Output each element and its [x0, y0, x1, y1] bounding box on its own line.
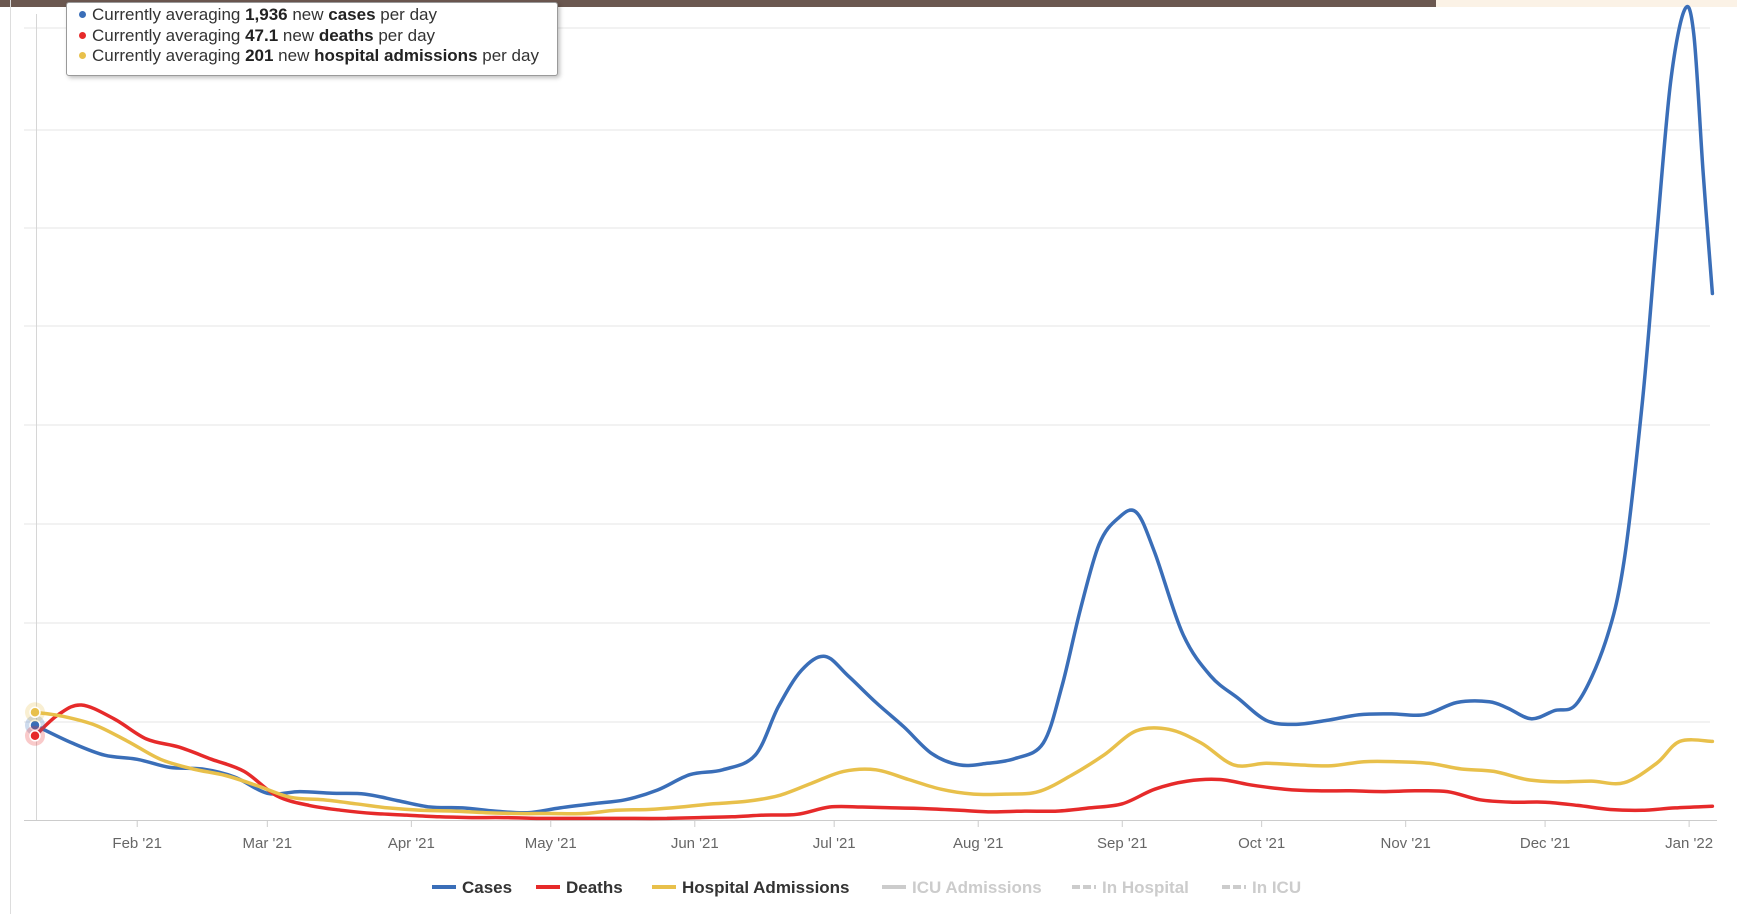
legend-label: Deaths — [566, 878, 623, 897]
legend-item-in-hospital[interactable]: In Hospital — [1072, 878, 1189, 897]
series-line-cases[interactable] — [33, 4, 1715, 815]
tooltip-deaths-line: Currently averaging 47.1 new deaths per … — [77, 26, 547, 47]
legend-item-deaths[interactable]: Deaths — [536, 878, 623, 897]
x-tick-label: Sep '21 — [1097, 835, 1147, 852]
header-bar — [0, 0, 1436, 7]
series-line-hospital[interactable] — [33, 710, 1715, 816]
legend-label: Hospital Admissions — [682, 878, 850, 897]
x-tick-label: Jan '22 — [1665, 835, 1713, 852]
legend-item-icu-admissions[interactable]: ICU Admissions — [882, 878, 1042, 897]
x-tick-label: Apr '21 — [388, 835, 435, 852]
legend-item-in-icu[interactable]: In ICU — [1222, 878, 1301, 897]
hover-markers — [25, 702, 45, 746]
cases-dot-icon — [79, 11, 86, 19]
x-tick-label: Oct '21 — [1238, 835, 1285, 852]
x-tick-label: Feb '21 — [112, 835, 162, 852]
legend-item-cases[interactable]: Cases — [432, 878, 512, 897]
legend-label: ICU Admissions — [912, 878, 1042, 897]
hover-point-hospital — [29, 706, 41, 719]
x-tick-label: Mar '21 — [243, 835, 293, 852]
hover-point-deaths — [29, 730, 41, 742]
legend-item-hospital-admissions[interactable]: Hospital Admissions — [652, 878, 850, 897]
tooltip-cases-metric: cases — [328, 5, 376, 24]
grid-lines — [24, 27, 1710, 723]
series-line-deaths[interactable] — [33, 703, 1715, 821]
tooltip-deaths-metric: deaths — [318, 25, 374, 45]
tooltip-cases-value: 1,936 — [245, 5, 288, 24]
deaths-dot-icon — [79, 31, 86, 39]
x-tick-label: Dec '21 — [1520, 835, 1570, 852]
x-tick-label: Nov '21 — [1380, 835, 1430, 852]
x-axis: Feb '21 Mar '21 Apr '21 May '21 Jun '21 Jul '… — [24, 14, 1717, 852]
chart-legend[interactable]: Cases Deaths Hospital Admissions ICU Admiss… — [432, 878, 1301, 897]
x-tick-label: Jul '21 — [813, 835, 856, 852]
tooltip-cases-line: Currently averaging 1,936 new cases per … — [77, 5, 547, 26]
legend-label: In ICU — [1252, 878, 1301, 897]
tooltip-hospital-value: 201 — [245, 46, 274, 65]
hospital-dot-icon — [79, 52, 86, 60]
legend-label: Cases — [462, 878, 512, 897]
x-tick-label: May '21 — [525, 835, 577, 852]
x-tick-label: Jun '21 — [671, 835, 719, 852]
tooltip-hospital-line: Currently averaging 201 new hospital adm… — [77, 46, 547, 67]
series-lines[interactable] — [33, 4, 1715, 821]
tooltip-hospital-metric: hospital admissions — [314, 46, 478, 65]
header-bar-right — [1436, 0, 1737, 7]
frame-border — [10, 0, 11, 914]
legend-label: In Hospital — [1102, 878, 1189, 897]
tooltip-deaths-value: 47.1 — [245, 25, 279, 45]
x-tick-label: Aug '21 — [953, 835, 1003, 852]
chart-tooltip: Currently averaging 1,936 new cases per … — [66, 2, 558, 76]
